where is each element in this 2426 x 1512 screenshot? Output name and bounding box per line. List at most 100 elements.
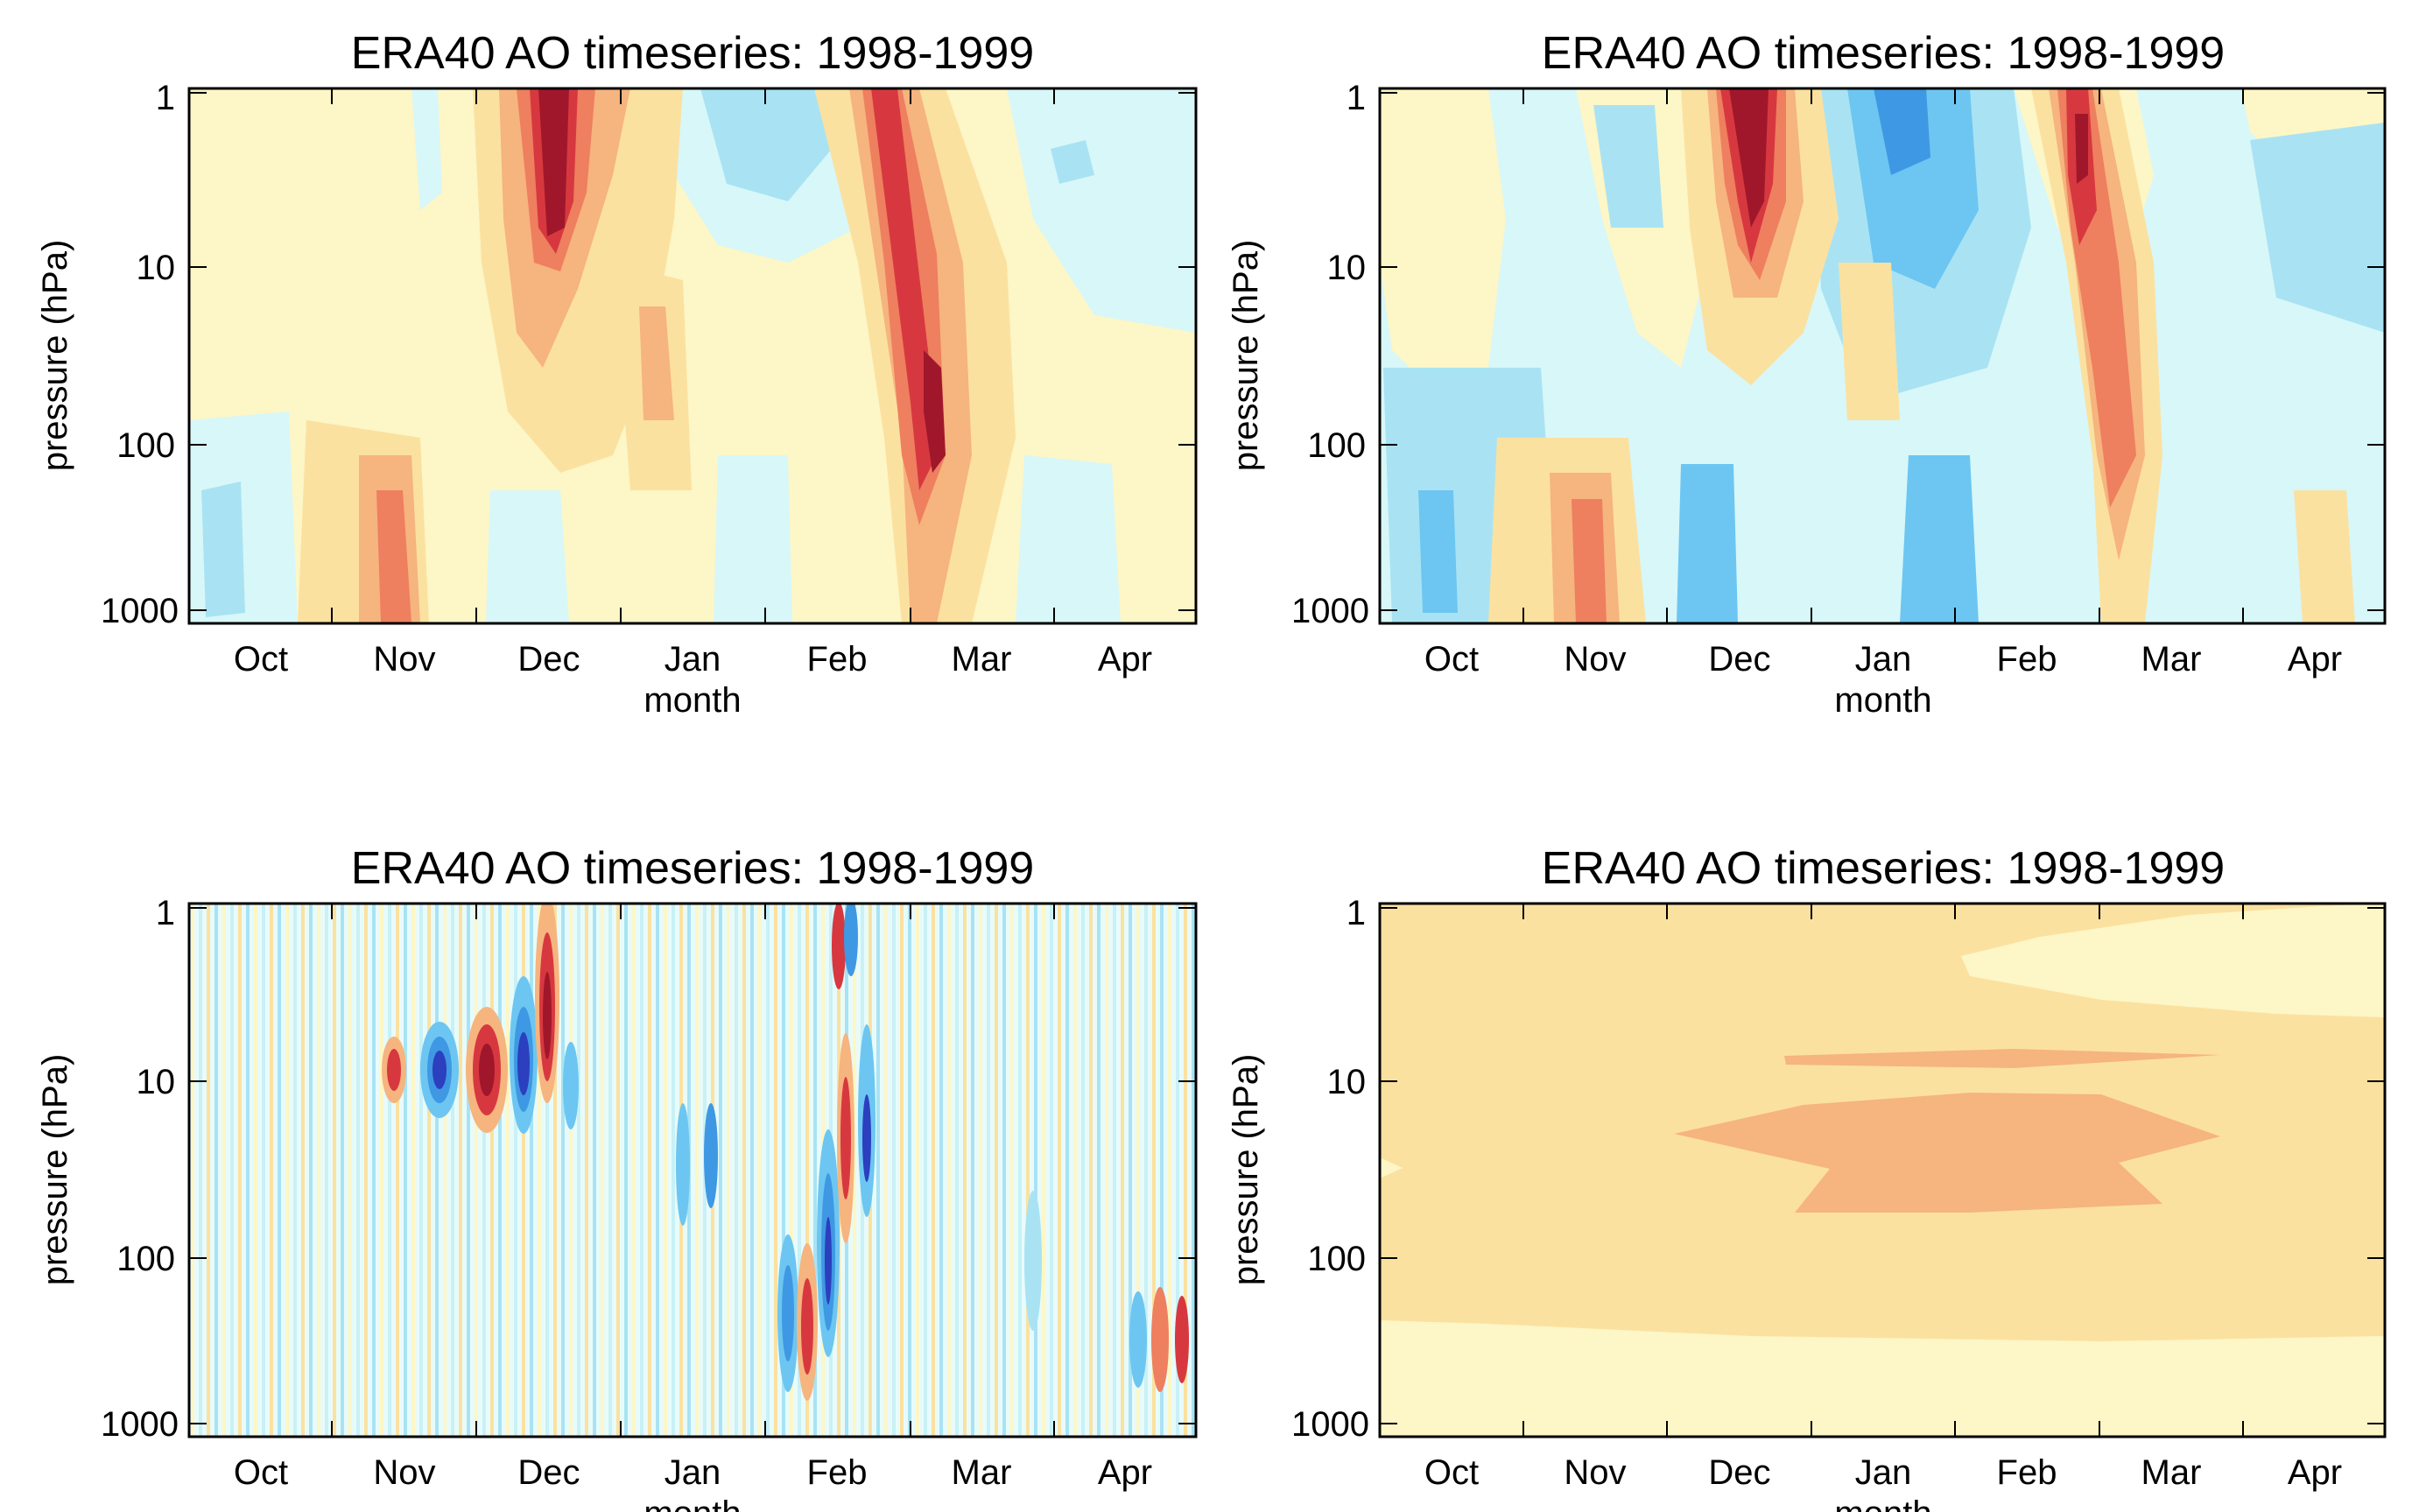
stripe	[892, 904, 896, 1437]
stripe	[782, 904, 785, 1437]
stripe	[1010, 904, 1014, 1437]
stripe	[1026, 904, 1030, 1437]
stripe	[1168, 904, 1171, 1437]
stripe	[364, 904, 368, 1437]
stripe	[341, 904, 344, 1437]
chart-title: ERA40 AO timeseries: 1998-1999	[351, 28, 1034, 79]
y-tick-label: 1000	[101, 592, 179, 630]
stripe	[317, 904, 320, 1437]
x-tick-label: Oct	[1424, 640, 1479, 679]
contour-field	[1380, 88, 2385, 623]
stripe	[301, 904, 305, 1437]
stripe	[742, 904, 746, 1437]
stripe	[1018, 904, 1022, 1437]
stripe	[648, 904, 651, 1437]
stripe	[616, 904, 620, 1437]
stripe	[1129, 904, 1132, 1437]
stripe	[506, 904, 510, 1437]
stripe	[672, 904, 675, 1437]
x-ticks: Oct Nov Dec Jan Feb Mar Apr	[1424, 904, 2342, 1492]
stripe	[325, 904, 328, 1437]
stripe	[577, 904, 580, 1437]
stripe	[876, 904, 880, 1437]
stripe	[207, 904, 210, 1437]
panel-top-right: ERA40 AO timeseries: 1998-1999	[1227, 28, 2387, 720]
x-axis-label: month	[643, 1494, 741, 1512]
y-tick-label: 1000	[1291, 1405, 1369, 1444]
stripe	[924, 904, 927, 1437]
y-tick-label: 10	[1327, 1063, 1367, 1101]
stripe	[380, 904, 383, 1437]
stripe	[545, 904, 549, 1437]
x-tick-label: Mar	[952, 1453, 1012, 1492]
stripe	[932, 904, 935, 1437]
contour-field	[189, 904, 1196, 1437]
x-axis-label: month	[1834, 1494, 1931, 1512]
x-tick-label: Dec	[1708, 1453, 1770, 1492]
stripe	[553, 904, 557, 1437]
stripe	[1192, 904, 1195, 1437]
stripe	[411, 904, 415, 1437]
x-tick-label: Nov	[373, 640, 435, 679]
stripe	[522, 904, 525, 1437]
stripe	[1184, 904, 1187, 1437]
x-tick-label: Dec	[1708, 640, 1770, 679]
x-tick-label: Mar	[2141, 640, 2202, 679]
stripe	[790, 904, 793, 1437]
stripe	[435, 904, 439, 1437]
y-tick-label: 100	[116, 426, 175, 465]
stripe	[538, 904, 541, 1437]
y-axis-label: pressure (hPa)	[1227, 240, 1265, 472]
stripe	[498, 904, 502, 1437]
stripe	[1113, 904, 1116, 1437]
stripe	[1136, 904, 1140, 1437]
stripe	[293, 904, 297, 1437]
stripe	[1042, 904, 1045, 1437]
stripe	[254, 904, 257, 1437]
stripe	[608, 904, 612, 1437]
panel-top-left: ERA40 AO timeseries: 1998-1999	[36, 28, 1198, 720]
y-axis-label: pressure (hPa)	[1227, 1054, 1265, 1286]
stripe	[719, 904, 722, 1437]
stripe	[1089, 904, 1093, 1437]
stripe	[766, 904, 770, 1437]
stripe	[396, 904, 399, 1437]
stripe	[805, 904, 809, 1437]
stripe	[1002, 904, 1006, 1437]
stripe	[695, 904, 699, 1437]
stripe	[1176, 904, 1179, 1437]
x-ticks: Oct Nov Dec Jan Feb Mar Apr	[234, 88, 1152, 679]
stripe	[750, 904, 754, 1437]
y-ticks: 1 10 100 1000	[1291, 894, 2385, 1444]
y-tick-label: 1	[1347, 894, 1366, 932]
stripe	[908, 904, 911, 1437]
stripe	[427, 904, 431, 1437]
stripe	[561, 904, 565, 1437]
y-axis-label: pressure (hPa)	[36, 1054, 74, 1286]
stripe	[1152, 904, 1156, 1437]
chart-title: ERA40 AO timeseries: 1998-1999	[1542, 28, 2225, 79]
x-tick-label: Nov	[1564, 640, 1626, 679]
stripe	[285, 904, 289, 1437]
y-tick-label: 100	[1307, 1240, 1366, 1278]
stripe	[199, 904, 202, 1437]
stripe	[475, 904, 478, 1437]
stripe	[356, 904, 360, 1437]
stripe	[222, 904, 226, 1437]
stripe	[727, 904, 730, 1437]
contour-field	[1380, 904, 2385, 1437]
stripe	[813, 904, 817, 1437]
contour-field	[189, 88, 1196, 623]
stripe	[656, 904, 659, 1437]
stripe	[238, 904, 242, 1437]
stripe	[262, 904, 265, 1437]
stripe	[530, 904, 533, 1437]
stripe	[459, 904, 462, 1437]
stripe	[664, 904, 667, 1437]
y-tick-label: 1000	[1291, 592, 1369, 630]
stripe	[214, 904, 218, 1437]
x-axis-label: month	[643, 681, 741, 720]
panel-bottom-left: ERA40 AO timeseries: 1998-1999	[36, 843, 1198, 1512]
stripe	[1097, 904, 1100, 1437]
stripe	[585, 904, 588, 1437]
